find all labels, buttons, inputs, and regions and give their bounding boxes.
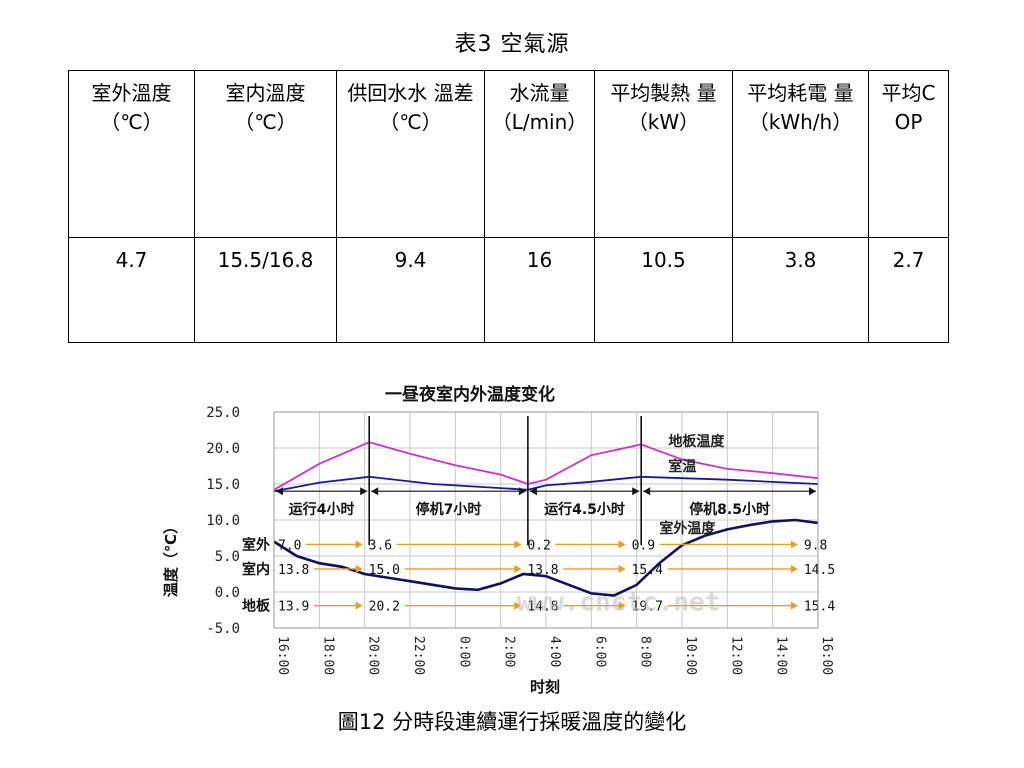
x-axis-label: 时刻 bbox=[530, 678, 560, 696]
x-tick-label: 22:00 bbox=[411, 636, 426, 675]
value-arrowhead bbox=[790, 564, 798, 573]
phase-arrowhead bbox=[643, 487, 651, 496]
series-line bbox=[273, 441, 819, 491]
series-line bbox=[273, 518, 819, 597]
value-arrowhead bbox=[355, 564, 363, 573]
value-arrowhead bbox=[618, 540, 626, 549]
chart-grid bbox=[273, 411, 819, 629]
value-arrowhead bbox=[790, 601, 798, 610]
y-tick-label: 20.0 bbox=[206, 441, 240, 457]
y-tick-label: 0.0 bbox=[215, 585, 240, 601]
chart-series bbox=[273, 441, 819, 597]
phase-arrowhead bbox=[371, 487, 379, 496]
y-tick-label: 15.0 bbox=[206, 477, 240, 493]
value-cell: 3.8 bbox=[732, 237, 869, 343]
row-value: 15.4 bbox=[632, 563, 663, 578]
table-header-row: 室外溫度（℃） 室内溫度（℃） 供回水水 溫差（℃） 水流量（L/min） 平均… bbox=[68, 70, 949, 238]
value-arrowhead bbox=[790, 540, 798, 549]
x-tick-label: 20:00 bbox=[366, 636, 381, 675]
header-cell: 供回水水 溫差（℃） bbox=[336, 70, 485, 238]
value-arrowhead bbox=[514, 564, 522, 573]
row-value: 13.8 bbox=[278, 563, 309, 578]
table-row: 4.7 15.5/16.8 9.4 16 10.5 3.8 2.7 bbox=[68, 237, 949, 343]
x-tick-label: 4:00 bbox=[547, 636, 562, 667]
header-cell: 室外溫度（℃） bbox=[68, 70, 195, 238]
temperature-chart: 一昼夜室内外温度变化 地板温度室温室外温度 运行4小时 停机7小时 运行4.5小时 停机… bbox=[150, 378, 838, 698]
row-value: 13.9 bbox=[278, 600, 309, 615]
row-value: 15.0 bbox=[369, 563, 400, 578]
header-cell: 水流量（L/min） bbox=[484, 70, 595, 238]
value-cell: 4.7 bbox=[68, 237, 195, 343]
value-arrowhead bbox=[514, 601, 522, 610]
phase-label: 停机8.5小时 bbox=[689, 501, 770, 518]
phase-label: 运行4.5小时 bbox=[544, 501, 625, 518]
header-cell: 平均製熱 量（kW） bbox=[594, 70, 733, 238]
chart-axes: 25.0 20.0 15.0 10.0 5.0 0.0 -5.0 16:00 18:00 20:0… bbox=[206, 405, 834, 675]
x-tick-label: 16:00 bbox=[819, 636, 834, 675]
phase-arrowhead bbox=[529, 487, 537, 496]
x-tick-label: 14:00 bbox=[774, 636, 789, 675]
watermark: www.cnctc.net bbox=[517, 588, 721, 618]
x-tick-label: 12:00 bbox=[728, 636, 743, 675]
value-arrowhead bbox=[355, 540, 363, 549]
y-tick-label: 10.0 bbox=[206, 513, 240, 529]
value-cell: 16 bbox=[484, 237, 595, 343]
x-tick-label: 16:00 bbox=[275, 636, 290, 675]
x-tick-label: 2:00 bbox=[502, 636, 517, 667]
row-label: 室内 bbox=[242, 561, 270, 578]
row-value: 15.4 bbox=[804, 600, 835, 615]
row-label: 室外 bbox=[242, 536, 270, 553]
value-cell: 15.5/16.8 bbox=[194, 237, 337, 343]
plot-frame bbox=[273, 411, 819, 629]
header-cell: 平均耗電 量（kWh/h） bbox=[732, 70, 869, 238]
row-value: 20.2 bbox=[369, 600, 400, 615]
row-value: 0.2 bbox=[527, 538, 550, 553]
y-tick-label: 25.0 bbox=[206, 405, 240, 421]
chart-title: 一昼夜室内外温度变化 bbox=[385, 384, 555, 405]
x-tick-label: 10:00 bbox=[683, 636, 698, 675]
header-cell: 室内溫度（℃） bbox=[194, 70, 337, 238]
value-cell: 9.4 bbox=[336, 237, 485, 343]
row-value: 7.0 bbox=[278, 538, 301, 553]
row-value: 14.5 bbox=[804, 563, 835, 578]
x-tick-label: 8:00 bbox=[638, 636, 653, 667]
phase-label: 运行4小时 bbox=[289, 501, 355, 518]
phase-arrowhead bbox=[276, 487, 283, 496]
value-arrowhead bbox=[618, 564, 626, 573]
phase-arrowhead bbox=[360, 487, 368, 496]
value-arrowhead bbox=[618, 601, 626, 610]
y-tick-label: 5.0 bbox=[215, 549, 240, 565]
value-arrowhead bbox=[355, 601, 363, 610]
header-cell: 平均COP bbox=[868, 70, 949, 238]
series-label: 室温 bbox=[668, 458, 696, 475]
series-label: 室外温度 bbox=[659, 520, 716, 537]
row-value: 13.8 bbox=[527, 563, 558, 578]
value-cell: 10.5 bbox=[594, 237, 733, 343]
x-tick-label: 6:00 bbox=[592, 636, 607, 667]
row-value: 9.8 bbox=[804, 538, 827, 553]
phase-label: 停机7小时 bbox=[416, 501, 482, 518]
series-line bbox=[273, 475, 819, 493]
phase-arrowhead bbox=[809, 487, 816, 496]
figure-caption: 圖12 分時段連續運行採暖溫度的變化 bbox=[337, 710, 687, 734]
y-tick-label: -5.0 bbox=[206, 621, 240, 637]
y-axis-label: 温度（℃） bbox=[162, 519, 180, 597]
row-value: 3.6 bbox=[369, 538, 392, 553]
row-label: 地板 bbox=[242, 598, 271, 615]
value-cell: 2.7 bbox=[868, 237, 949, 343]
row-value: 0.9 bbox=[632, 538, 655, 553]
series-label: 地板温度 bbox=[668, 433, 725, 450]
row-value: 19.7 bbox=[632, 600, 663, 615]
row-value: 14.8 bbox=[527, 600, 558, 615]
x-tick-label: 0:00 bbox=[456, 636, 471, 667]
x-tick-label: 18:00 bbox=[320, 636, 335, 675]
phase-arrowhead bbox=[518, 487, 526, 496]
value-arrowhead bbox=[514, 540, 522, 549]
slide-title: 表3 空氣源 bbox=[454, 32, 570, 57]
spec-table: 室外溫度（℃） 室内溫度（℃） 供回水水 溫差（℃） 水流量（L/min） 平均… bbox=[68, 70, 949, 343]
phase-arrowhead bbox=[632, 487, 640, 496]
